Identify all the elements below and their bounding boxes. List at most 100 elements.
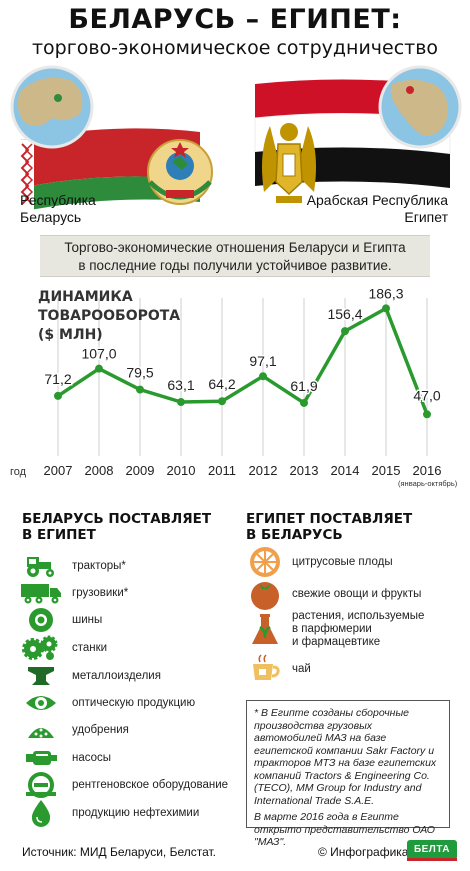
data-label: 79,5 [126,365,153,381]
belarus-name-line2: Беларусь [20,209,82,225]
list-item: цитрусовые плоды [248,545,393,579]
chart-title-line1: ДИНАМИКА [38,289,133,305]
import-item-label-line1: растения, используемые [292,610,425,622]
data-point [54,391,62,400]
flags-banner [10,65,462,212]
chart-grid [57,298,428,456]
export-item-label: шины [72,613,103,626]
data-point [423,410,431,419]
tractor-icon [18,553,64,579]
oil-drop-icon [18,800,64,827]
list-item: насосы [18,745,111,771]
page-subtitle: торгово-экономическое сотрудничество [31,37,439,59]
belarus-name-line1: Республика [20,192,96,208]
x-tick-label: 2012 [249,463,278,478]
list-item: грузовики* [18,580,128,606]
import-item-label: растения, используемые в парфюмерии и фа… [282,610,424,649]
data-label: 64,2 [208,376,235,392]
fertilizer-icon [18,717,64,743]
source-text: Источник: МИД Беларуси, Белстат. [22,845,217,859]
x-tick-label: 2014 [331,463,360,478]
x-tick-label: 2016 [413,463,442,478]
egypt-eagle-icon [262,123,316,203]
import-item-label-line2: в парфюмерии [292,623,372,635]
data-label: 61,9 [290,378,317,394]
data-point [259,372,267,381]
last-period-note: (январь-октябрь) [398,479,458,488]
belarus-country-name: Республика Беларусь [20,192,96,226]
anvil-icon [18,663,64,689]
footnote-paragraph-2: В марте 2016 года в Египте открыто предс… [254,811,435,848]
x-tick-label: 2015 [372,463,401,478]
list-item: металлоизделия [18,663,161,689]
data-point [177,398,185,407]
belarus-emblem-icon [147,139,213,205]
credit-text: © Инфографика [318,845,409,859]
belarus-exports-heading-line1: БЕЛАРУСЬ ПОСТАВЛЯЕТ [22,511,212,527]
tire-icon [18,607,64,633]
belarus-exports-heading-line2: В ЕГИПЕТ [22,527,96,543]
data-point [95,364,103,373]
list-item: рентгеновское оборудование [18,772,228,798]
export-item-label: металлоизделия [72,669,161,682]
chart-title-line2: ТОВАРООБОРОТА [38,308,180,324]
data-point [136,385,144,394]
tomato-icon [248,577,282,611]
egypt-name-line2: Египет [404,209,448,225]
export-item-label: оптическую продукцию [72,696,196,709]
data-point [382,304,390,313]
x-tick-label: 2013 [290,463,319,478]
belarus-exports-heading: БЕЛАРУСЬ ПОСТАВЛЯЕТ В ЕГИПЕТ [22,511,211,543]
intro-box: Торгово-экономические отношения Беларуси… [40,235,430,277]
chart-points [54,304,431,419]
export-item-label: тракторы* [72,559,126,572]
egypt-name-line1: Арабская Республика [306,192,448,208]
x-tick-label: 2009 [126,463,155,478]
xray-icon [18,772,64,798]
data-label: 71,2 [44,371,71,387]
data-point [300,398,308,407]
export-item-label: рентгеновское оборудование [72,778,229,791]
citrus-icon [248,545,282,579]
egypt-country-name: Арабская Республика Египет [307,192,448,226]
export-item-label: удобрения [72,723,129,736]
belta-logo: БЕЛТА [407,840,457,860]
chart-tick-labels: 2007 2008 2009 2010 2011 2012 2013 2014 2015 2016 [44,463,442,478]
list-item: растения, используемые в парфюмерии и фа… [248,610,424,649]
intro-line2: в последние годы получили устойчивое раз… [78,258,392,273]
data-label: 107,0 [81,346,116,362]
egypt-exports-heading-line2: В БЕЛАРУСЬ [246,527,343,543]
x-axis-prefix: год [10,466,27,478]
list-item: продукцию нефтехимии [18,800,200,827]
footnote-box: * В Египте созданы сборочные производств… [246,700,450,848]
x-tick-label: 2007 [44,463,73,478]
series-line [57,306,429,415]
data-point [218,397,226,406]
chart-value-labels: 71,2 107,0 79,5 63,1 64,2 97,1 61,9 156,4 186,3 4… [43,284,442,405]
import-item-label: цитрусовые плоды [292,555,393,568]
export-item-label: продукцию нефтехимии [72,806,200,819]
export-item-label: насосы [72,751,112,764]
belta-logo-bar [407,858,457,861]
data-label: 186,3 [368,285,403,301]
list-item: оптическую продукцию [18,690,195,716]
data-point [341,327,349,336]
chart-title-line3: ($ МЛН) [38,327,103,343]
flask-plant-icon [248,613,282,647]
data-label: 97,1 [249,353,276,369]
list-item: чай [248,652,311,686]
list-item: удобрения [18,717,129,743]
globe-europe-icon [10,65,94,149]
list-item: свежие овощи и фрукты [248,577,421,611]
tea-cup-icon [248,652,282,686]
globe-africa-icon [378,65,462,149]
footnote-paragraph-1: * В Египте созданы сборочные производств… [254,707,437,807]
list-item: шины [18,607,102,633]
data-label: 63,1 [167,377,194,393]
import-item-label: чай [292,662,311,675]
data-label: 47,0 [413,387,440,403]
eye-icon [18,690,64,716]
egypt-exports-heading-line1: ЕГИПЕТ ПОСТАВЛЯЕТ [246,511,413,527]
export-item-label: грузовики* [72,586,129,599]
import-item-label: свежие овощи и фрукты [292,587,422,600]
